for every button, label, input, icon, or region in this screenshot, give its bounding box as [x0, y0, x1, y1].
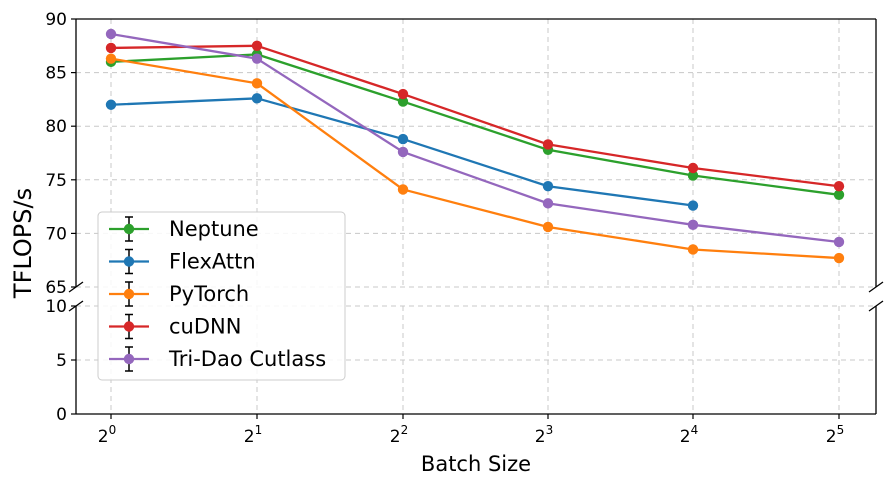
axis-break-mark [868, 300, 884, 312]
y-tick-label: 80 [45, 117, 67, 137]
data-point [105, 53, 117, 64]
legend-marker [123, 256, 135, 267]
series-flexattn [105, 93, 699, 211]
y-tick-label: 10 [45, 297, 67, 317]
legend-entry: cuDNN [109, 313, 241, 340]
data-point [687, 170, 699, 181]
y-tick-label: 90 [45, 10, 67, 30]
data-point [105, 99, 117, 110]
series-layer [105, 28, 845, 264]
y-tick-label: 5 [56, 351, 67, 371]
data-point [833, 236, 845, 248]
legend-marker [123, 288, 135, 300]
x-axis-label: Batch Size [421, 452, 531, 476]
data-point [833, 189, 845, 201]
legend: Neptune FlexAttn PyTorch cuDNN Tri-Dao Cutla… [97, 211, 346, 381]
data-point [251, 93, 263, 104]
y-axis-label: TFLOPS/s [9, 188, 37, 299]
data-point [542, 139, 554, 150]
data-point [105, 28, 117, 40]
data-point [542, 198, 554, 209]
legend-label: PyTorch [169, 282, 249, 306]
data-point [397, 146, 409, 158]
data-point [833, 181, 845, 192]
legend-marker [123, 223, 135, 235]
series-cudnn [105, 40, 845, 192]
y-tick-label: 85 [45, 64, 67, 84]
data-point [251, 40, 263, 51]
data-point [397, 88, 409, 100]
legend-marker [123, 353, 135, 365]
series-line [110, 44, 840, 188]
legend-entry: PyTorch [109, 281, 249, 307]
data-point [833, 252, 845, 264]
legend-entry: Tri-Dao Cutlass [109, 346, 326, 372]
data-point [105, 42, 117, 54]
data-point [542, 181, 554, 192]
legend-label: Tri-Dao Cutlass [168, 347, 326, 371]
data-point [687, 244, 699, 255]
y-tick-label: 0 [56, 405, 67, 425]
data-point [397, 96, 409, 107]
data-point [397, 133, 409, 145]
data-point [251, 78, 263, 89]
series-line [110, 57, 840, 260]
data-point [542, 221, 554, 233]
data-point [687, 219, 699, 231]
legend-entry: Neptune [109, 216, 259, 242]
y-tick-label: 70 [45, 224, 67, 244]
y-tick-label: 75 [45, 171, 67, 191]
legend-label: Neptune [169, 217, 259, 241]
series-line [110, 32, 840, 244]
legend-label: cuDNN [169, 315, 241, 339]
legend-marker [123, 321, 135, 332]
series-pytorch [105, 53, 845, 264]
data-point [687, 162, 699, 174]
axis-break-mark [868, 281, 884, 293]
axes [68, 18, 884, 415]
series-tri-dao-cutlass [105, 28, 845, 248]
legend-label: FlexAttn [169, 250, 256, 274]
y-tick-label: 65 [45, 278, 67, 298]
data-point [251, 53, 263, 64]
legend-entry: FlexAttn [109, 248, 256, 275]
data-point [687, 200, 699, 211]
data-point [397, 184, 409, 195]
legend-box [97, 211, 346, 381]
